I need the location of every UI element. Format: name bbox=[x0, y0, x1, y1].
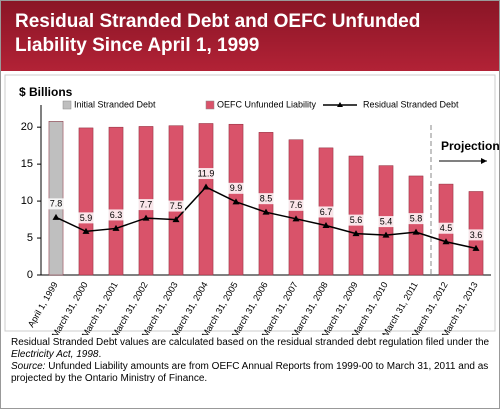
marker bbox=[292, 215, 300, 222]
title: Residual Stranded Debt and OEFC Unfunded… bbox=[15, 11, 421, 56]
y-tick-label: 5 bbox=[27, 232, 33, 244]
data-label: 8.5 bbox=[260, 194, 273, 204]
notes: Residual Stranded Debt values are calcul… bbox=[11, 337, 491, 385]
data-label: 7.6 bbox=[290, 200, 303, 210]
legend-label: Residual Stranded Debt bbox=[363, 99, 459, 109]
data-label: 7.7 bbox=[140, 199, 153, 209]
marker bbox=[352, 230, 360, 237]
label-bg bbox=[107, 209, 125, 221]
label-bg bbox=[317, 206, 335, 218]
label-bg bbox=[47, 198, 65, 210]
data-label: 4.5 bbox=[440, 223, 453, 233]
legend-swatch bbox=[62, 100, 72, 110]
bar bbox=[198, 123, 214, 276]
data-label: 5.8 bbox=[410, 214, 423, 224]
data-label: 6.3 bbox=[110, 210, 123, 220]
note-italic: Electricity Act, 1998 bbox=[11, 349, 99, 360]
label-bg bbox=[437, 222, 455, 234]
data-label: 5.4 bbox=[380, 216, 393, 226]
bar bbox=[108, 126, 124, 276]
note-italic: Source: bbox=[11, 361, 46, 372]
header: Residual Stranded Debt and OEFC Unfunded… bbox=[1, 1, 499, 71]
marker bbox=[112, 224, 120, 231]
label-bg bbox=[407, 213, 425, 225]
marker bbox=[412, 228, 420, 235]
y-tick-label: 10 bbox=[21, 195, 33, 207]
marker bbox=[172, 216, 180, 223]
marker bbox=[52, 213, 60, 220]
marker bbox=[382, 231, 390, 238]
data-label: 11.9 bbox=[198, 168, 215, 178]
legend-label: Initial Stranded Debt bbox=[74, 99, 156, 109]
label-bg bbox=[257, 193, 275, 205]
data-label: 5.9 bbox=[80, 213, 93, 223]
note: . bbox=[98, 349, 102, 360]
label-bg bbox=[287, 199, 305, 211]
marker bbox=[262, 208, 270, 215]
label-bg bbox=[467, 229, 485, 241]
y-tick-label: 0 bbox=[27, 269, 33, 281]
data-label: 5.6 bbox=[350, 215, 363, 225]
bar bbox=[48, 121, 64, 276]
y-tick-label: 15 bbox=[21, 158, 33, 170]
data-label: 9.9 bbox=[230, 183, 243, 193]
marker bbox=[442, 238, 450, 245]
note: Unfunded Liability amounts are from OEFC… bbox=[11, 361, 489, 384]
legend-swatch bbox=[205, 100, 215, 110]
marker bbox=[82, 227, 90, 234]
data-label: 7.8 bbox=[50, 199, 63, 209]
y-label: $ Billions bbox=[19, 85, 73, 99]
arrow-head bbox=[481, 158, 487, 164]
y-tick-label: 20 bbox=[21, 121, 33, 133]
marker bbox=[472, 244, 480, 251]
legend-label: OEFC Unfunded Liability bbox=[217, 99, 317, 109]
marker bbox=[322, 221, 330, 228]
legend-marker bbox=[337, 102, 343, 107]
marker bbox=[202, 183, 210, 190]
bar bbox=[168, 125, 184, 276]
label-bg bbox=[197, 168, 215, 180]
label-bg bbox=[167, 200, 185, 212]
label-bg bbox=[377, 216, 395, 228]
marker bbox=[142, 214, 150, 221]
note: Residual Stranded Debt values are calcul… bbox=[11, 337, 490, 348]
label-bg bbox=[137, 199, 155, 211]
bar bbox=[78, 127, 94, 276]
marker bbox=[232, 198, 240, 205]
bar bbox=[408, 175, 424, 276]
data-label: 3.6 bbox=[470, 230, 483, 240]
label-bg bbox=[77, 212, 95, 224]
data-label: 6.7 bbox=[320, 207, 333, 217]
label-bg bbox=[227, 182, 245, 194]
annotation: Projection bbox=[441, 139, 499, 153]
data-label: 7.5 bbox=[170, 201, 183, 211]
label-bg bbox=[347, 214, 365, 226]
